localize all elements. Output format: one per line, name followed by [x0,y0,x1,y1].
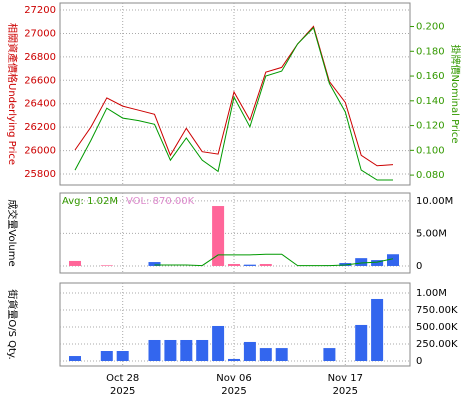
y2-axis-label: 掛牌價Nominal Price [449,45,462,144]
bar [371,298,384,362]
bar [259,264,272,266]
y-tick-label: 5.00M [416,228,447,239]
bar [228,264,240,266]
y-tick-label: 1.00M [416,288,447,299]
x-tick-sublabel: 2025 [221,386,246,397]
annotation: Avg: 1.02M [62,196,118,207]
plot-frame [59,2,411,186]
bar [371,260,384,266]
bar [69,260,81,266]
y-axis-label: 街貨量O/S Qty. [6,289,19,359]
y-tick-label: 26800 [24,52,56,63]
y-tick-label: 750.00K [416,305,458,316]
y-axis-label: 成交量Volume [6,199,19,266]
y-tick-label: 27200 [24,5,56,16]
y2-tick-label: 0.160 [416,71,445,82]
bar [243,341,256,362]
x-tick-sublabel: 2025 [110,386,135,397]
series-line [74,25,394,167]
bar [100,351,113,362]
y-tick-label: 25800 [24,169,56,180]
y2-tick-label: 0.180 [416,46,445,57]
y-axis-label: 相關資產價格Underlying Price [6,23,19,165]
y-tick-label: 26600 [24,75,56,86]
y2-tick-label: 0.200 [416,22,445,33]
bar [212,206,225,266]
x-tick-label: Oct 28 [106,373,139,384]
bar [196,339,209,362]
series-line [74,26,393,181]
y-tick-label: 500.00K [416,322,458,333]
bar [275,348,288,362]
x-tick-label: Nov 06 [216,373,251,384]
bar [355,324,368,362]
bar [69,356,81,362]
series-line [154,253,394,267]
y-tick-label: 27000 [24,28,56,39]
y2-tick-label: 0.140 [416,96,445,107]
bar [387,254,399,266]
bar [243,264,256,266]
plot-frame [59,282,411,367]
annotation: VOL: 870.00K [126,196,195,207]
bar [355,258,368,266]
bar [116,351,129,362]
bar [259,348,272,362]
y-tick-label: 10.00M [416,196,453,207]
x-tick-label: Nov 17 [328,373,363,384]
bar [100,265,113,266]
bar [323,348,336,362]
y2-tick-label: 0.080 [416,170,445,181]
bar [148,262,161,266]
y2-tick-label: 0.100 [416,145,445,156]
bar [164,339,177,362]
x-tick-sublabel: 2025 [333,386,358,397]
y-tick-label: 0 [416,261,422,272]
y-tick-label: 26400 [24,99,56,110]
bar [148,339,161,362]
y-tick-label: 250.00K [416,339,458,350]
y-tick-label: 26000 [24,146,56,157]
y-tick-label: 0 [416,356,422,367]
y2-tick-label: 0.120 [416,121,445,132]
bar [180,339,193,362]
bar [212,325,225,362]
y-tick-label: 26200 [24,122,56,133]
bar [228,358,240,362]
